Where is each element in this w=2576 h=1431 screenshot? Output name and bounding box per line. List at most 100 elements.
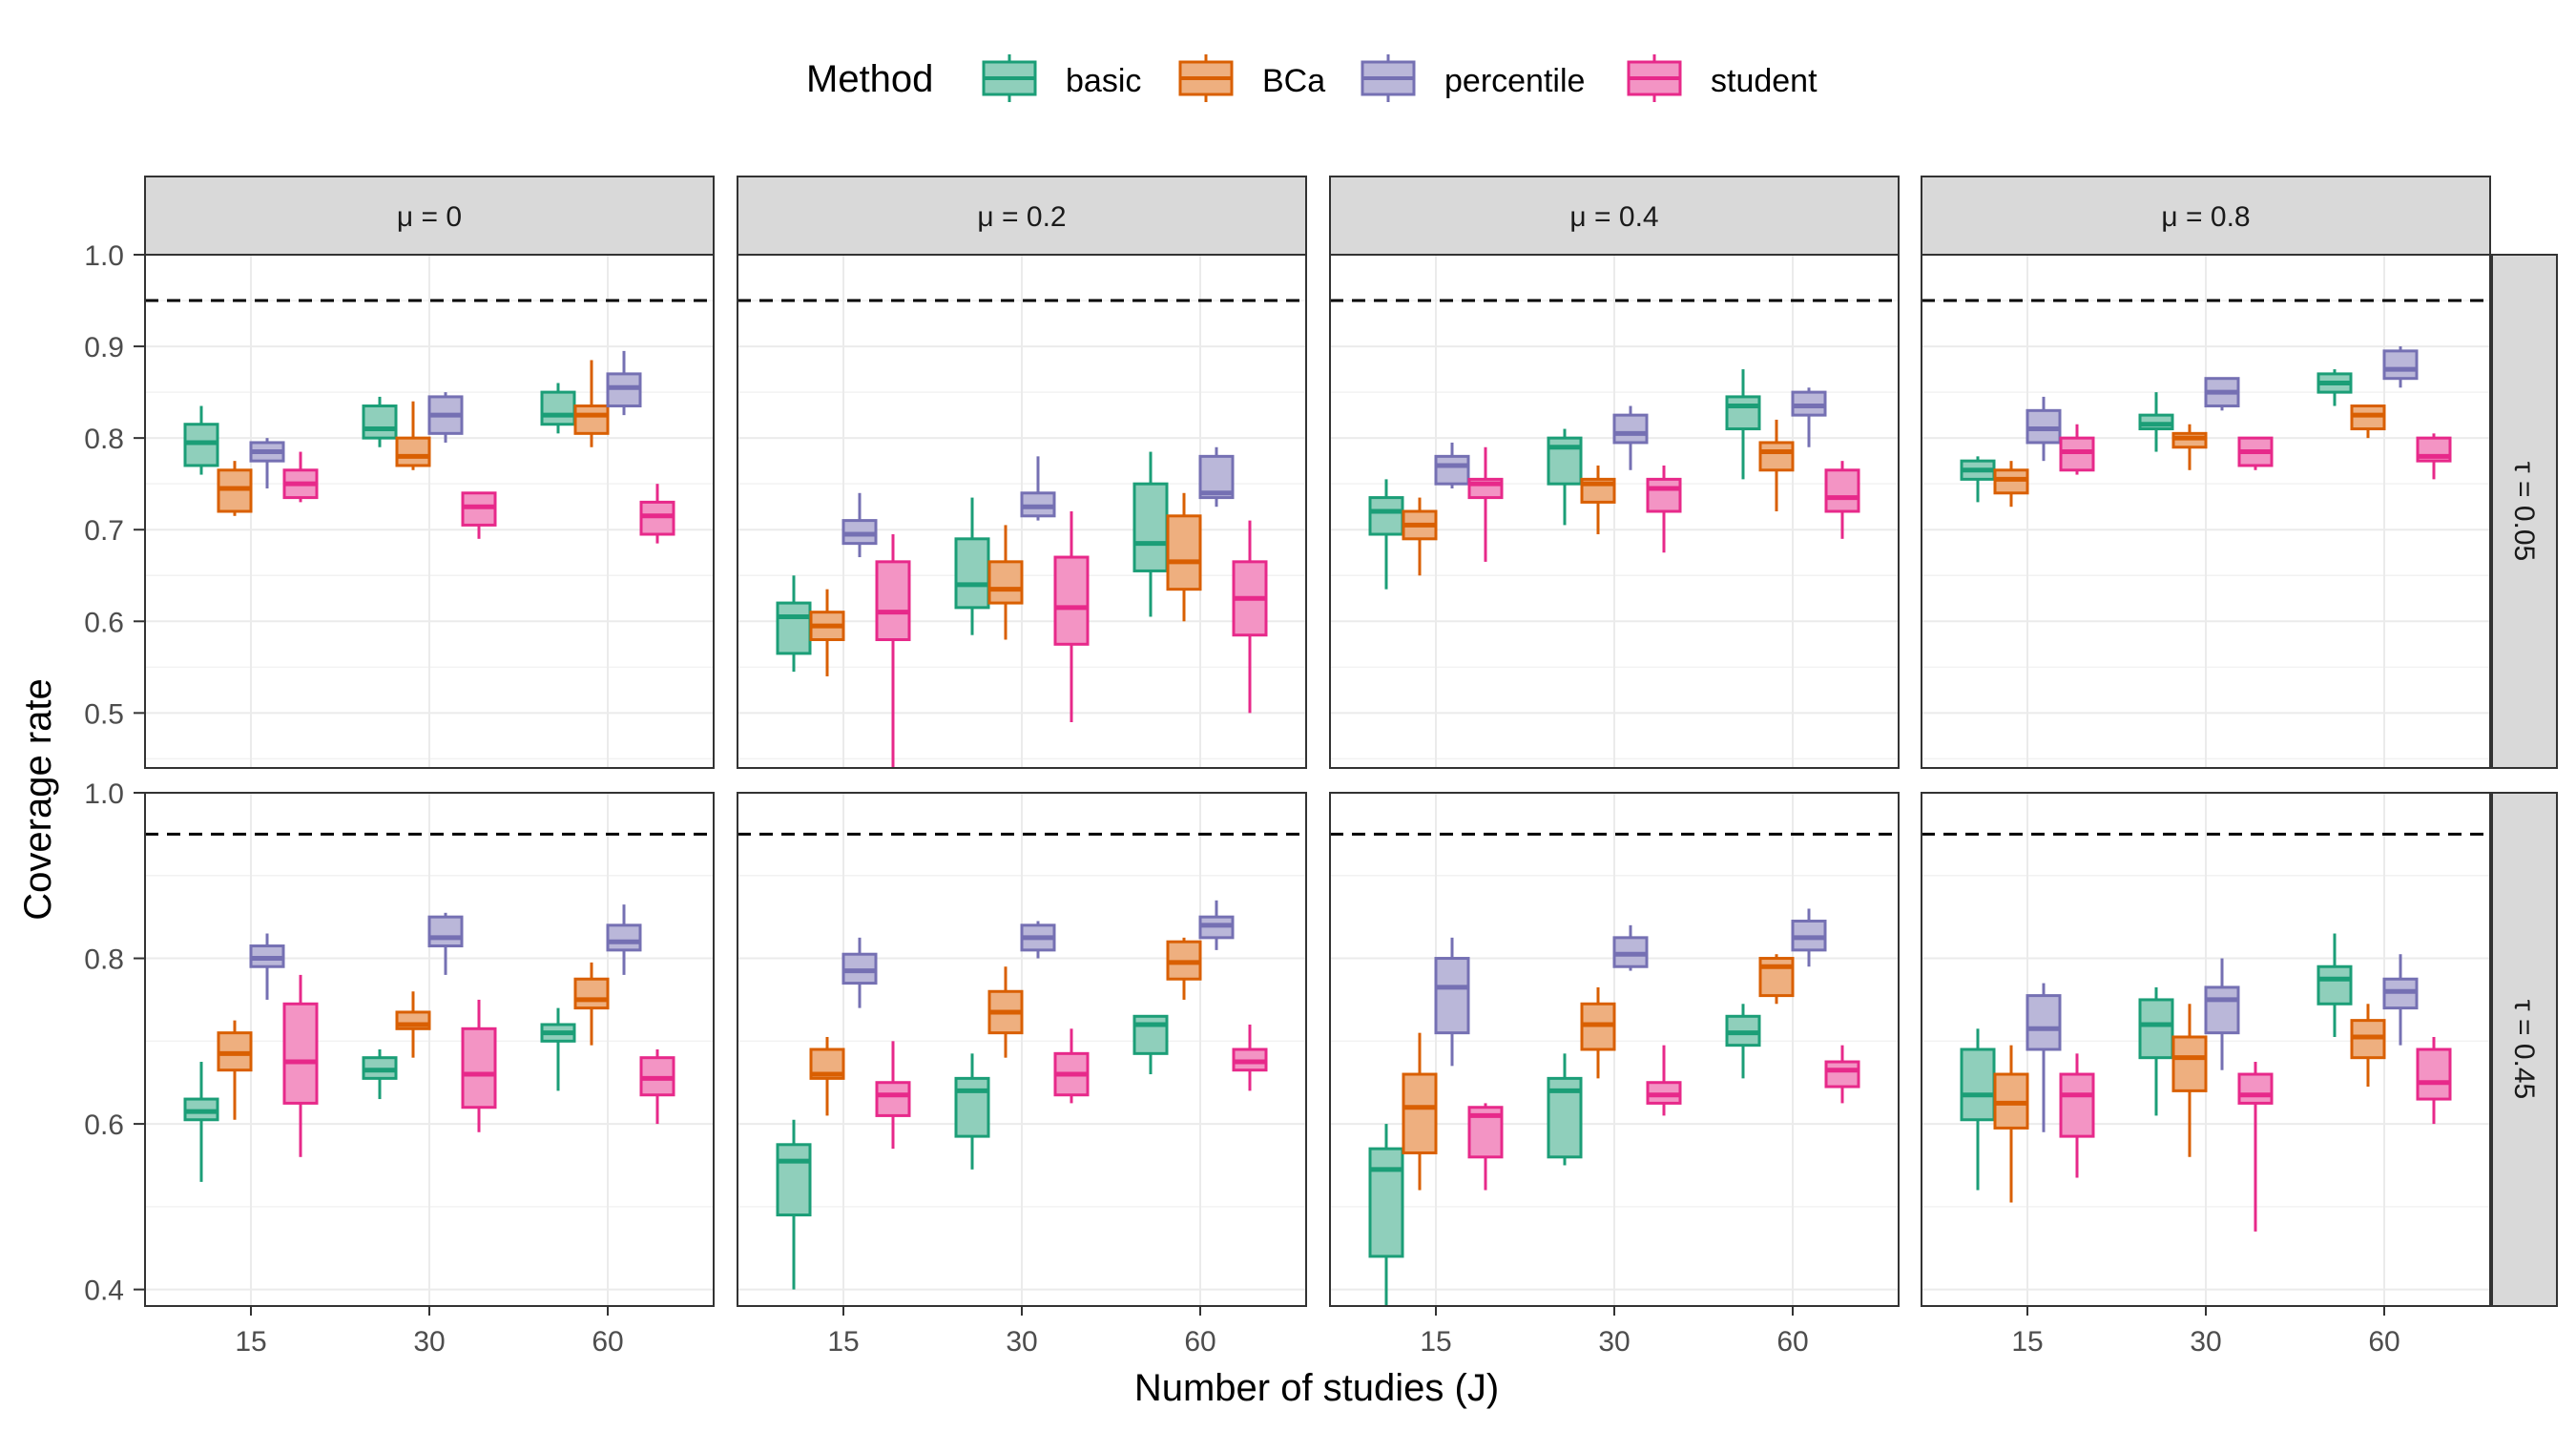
x-tick-label: 60 bbox=[1776, 1326, 1808, 1358]
box-student bbox=[1053, 511, 1090, 722]
box-iqr bbox=[875, 560, 911, 642]
box-iqr bbox=[1434, 454, 1470, 486]
box-student bbox=[2416, 433, 2452, 480]
box-bca bbox=[1166, 937, 1202, 1000]
box-bca bbox=[1758, 954, 1795, 1005]
x-tick-label: 15 bbox=[2011, 1326, 2043, 1358]
box-basic bbox=[1547, 1053, 1583, 1166]
box-bca bbox=[573, 962, 610, 1046]
box-basic bbox=[1725, 369, 1761, 480]
box-percentile bbox=[841, 937, 878, 1008]
box-student bbox=[1824, 461, 1860, 539]
box-student bbox=[2416, 1036, 2452, 1125]
box-percentile bbox=[1020, 921, 1056, 959]
legend: Method basic BCa percentile student bbox=[806, 54, 1818, 102]
box-iqr bbox=[1758, 957, 1795, 998]
box-student bbox=[875, 534, 911, 768]
box-percentile bbox=[1198, 900, 1235, 950]
box-basic bbox=[1547, 428, 1583, 526]
box-bca bbox=[809, 1036, 845, 1116]
box-iqr bbox=[1434, 957, 1470, 1035]
box-iqr bbox=[2316, 964, 2353, 1006]
box-group bbox=[1960, 933, 2452, 1232]
box-group bbox=[1368, 369, 1860, 590]
y-tick-label: 0.9 bbox=[84, 332, 124, 363]
box-iqr bbox=[573, 977, 610, 1010]
panel bbox=[144, 254, 715, 769]
box-percentile bbox=[249, 933, 285, 1000]
box-iqr bbox=[395, 436, 431, 467]
box-student bbox=[639, 1049, 675, 1125]
box-percentile bbox=[1198, 446, 1235, 508]
box-iqr bbox=[2025, 994, 2062, 1051]
y-tick-label: 0.8 bbox=[84, 944, 124, 976]
box-bca bbox=[217, 1020, 253, 1120]
box-bca bbox=[395, 991, 431, 1058]
panel-border bbox=[737, 254, 1307, 769]
box-iqr bbox=[1368, 1147, 1404, 1258]
x-tick-label: 30 bbox=[2190, 1326, 2221, 1358]
x-axis-label: Number of studies (J) bbox=[1134, 1367, 1499, 1409]
box-iqr bbox=[1824, 468, 1860, 513]
box-basic bbox=[776, 575, 812, 673]
box-student bbox=[2237, 1062, 2274, 1232]
box-iqr bbox=[954, 537, 990, 610]
box-iqr bbox=[1132, 1014, 1169, 1055]
box-student bbox=[2059, 424, 2095, 475]
box-iqr bbox=[1612, 413, 1649, 445]
box-bca bbox=[1993, 1045, 2029, 1203]
box-bca bbox=[395, 401, 431, 470]
box-iqr bbox=[2237, 1072, 2274, 1105]
box-basic bbox=[183, 1062, 219, 1182]
box-iqr bbox=[2382, 349, 2419, 381]
box-iqr bbox=[573, 404, 610, 435]
y-axis-label: Coverage rate bbox=[17, 678, 59, 920]
facet-strip-row bbox=[2491, 792, 2558, 1307]
x-tick-label: 60 bbox=[2368, 1326, 2399, 1358]
panel-grid: μ = 0 μ = 0.2 μ = 0.4 μ = 0.8 τ = 0.05 0.5 0.6… bbox=[84, 176, 2558, 1358]
y-tick-label: 0.4 bbox=[84, 1275, 124, 1307]
box-iqr bbox=[1646, 477, 1682, 513]
box-bca bbox=[1580, 986, 1616, 1079]
box-basic bbox=[1368, 1124, 1404, 1306]
box-iqr bbox=[987, 560, 1024, 605]
box-bca bbox=[809, 589, 845, 676]
box-iqr bbox=[1960, 1047, 1996, 1122]
box-student bbox=[1646, 1045, 1682, 1116]
facet-strip-row bbox=[2491, 254, 2558, 769]
box-iqr bbox=[1368, 496, 1404, 536]
box-iqr bbox=[2171, 1035, 2208, 1092]
box-bca bbox=[573, 360, 610, 447]
x-tick-label: 60 bbox=[1184, 1326, 1215, 1358]
box-bca bbox=[1402, 497, 1438, 576]
x-tick-label: 15 bbox=[827, 1326, 859, 1358]
box-iqr bbox=[1725, 395, 1761, 431]
box-percentile bbox=[2204, 377, 2240, 411]
box-iqr bbox=[1402, 1072, 1438, 1154]
y-tick-label: 0.7 bbox=[84, 515, 124, 547]
box-student bbox=[1053, 1028, 1090, 1104]
box-bca bbox=[1402, 1032, 1438, 1191]
box-group bbox=[183, 350, 675, 544]
panel-border bbox=[144, 254, 715, 769]
legend-label-student: student bbox=[1711, 63, 1818, 99]
box-student bbox=[1232, 520, 1268, 714]
box-bca bbox=[2171, 424, 2208, 470]
box-percentile bbox=[1434, 442, 1470, 488]
box-iqr bbox=[1166, 514, 1202, 591]
box-bca bbox=[2350, 1004, 2386, 1088]
box-basic bbox=[2138, 392, 2174, 452]
box-percentile bbox=[1612, 405, 1649, 470]
box-iqr bbox=[954, 1076, 990, 1138]
box-group bbox=[1368, 908, 1860, 1306]
box-percentile bbox=[1612, 924, 1649, 971]
box-iqr bbox=[1758, 441, 1795, 472]
box-percentile bbox=[427, 912, 464, 975]
x-tick-label: 15 bbox=[235, 1326, 266, 1358]
box-percentile bbox=[2204, 958, 2240, 1070]
box-iqr bbox=[362, 404, 398, 440]
x-tick-label: 15 bbox=[1420, 1326, 1451, 1358]
box-basic bbox=[540, 1007, 576, 1091]
x-tick-label: 60 bbox=[592, 1326, 623, 1358]
